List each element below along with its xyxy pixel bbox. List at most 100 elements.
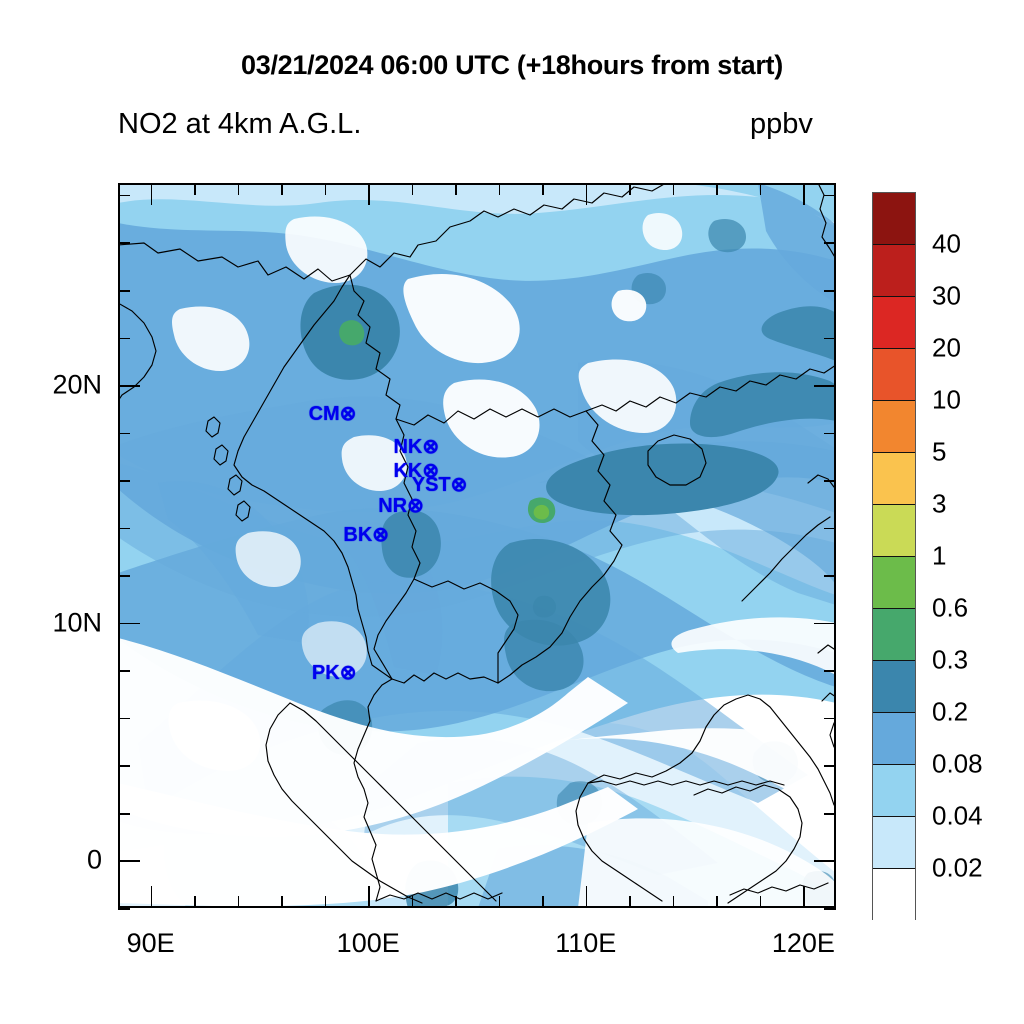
y-tick-right-0 [814,860,836,863]
map-plot-area[interactable]: WRF-Chem_NCAR_YSU [118,183,836,908]
colorbar-band-<0.02 [873,869,915,921]
colorbar-band-0.02-0.04 [873,817,915,869]
y-tick-28 [118,194,130,197]
colorbar-band-20-30 [873,297,915,349]
x-tick-bottom-114 [672,896,675,908]
colorbar-tick-label-30: 30 [932,280,961,311]
x-tick-112 [629,183,631,195]
coastline-and-borders [120,185,834,904]
station-marker-nr[interactable]: NR⊗ [378,496,424,516]
station-marker-bk[interactable]: BK⊗ [343,525,389,545]
x-tick-118 [759,183,762,195]
y-tick-22 [118,337,130,340]
y-tick-right-2 [824,812,836,815]
colorbar-band-40+ [873,193,915,245]
colorbar-tick-label-0.08: 0.08 [932,748,983,779]
page-title: 03/21/2024 06:00 UTC (+18hours from star… [241,50,783,80]
station-label-yst: YST⊗ [411,473,468,496]
y-tick-right-22 [824,337,836,340]
x-tick-bottom-102 [411,896,414,908]
x-tick-92 [194,183,196,195]
colorbar-tick-label-0.02: 0.02 [932,852,983,883]
x-tick-104 [455,183,457,195]
colorbar-tick-label-5: 5 [932,436,947,467]
y-tick-4 [118,765,130,767]
x-tick-bottom-96 [281,896,283,908]
x-tick-106 [498,183,501,195]
y-tick-8 [118,670,130,672]
y-tick-right-24 [824,289,836,292]
colorbar-band-0.04-0.08 [873,765,915,817]
x-axis-label-100E: 100E [336,928,400,958]
x-tick-114 [672,183,675,195]
x-tick-bottom-118 [759,896,762,908]
station-label-nr: NR⊗ [378,495,424,518]
colorbar-band-0.2-0.3 [873,661,915,713]
colorbar-band-0.6-1 [873,557,915,609]
colorbar-tick-label-20: 20 [932,332,961,363]
y-tick-12 [118,575,130,577]
x-tick-bottom-110 [585,886,588,908]
x-tick-116 [716,183,718,195]
units-label: ppbv [750,108,813,140]
x-tick-bottom-106 [498,896,501,908]
x-tick-98 [324,183,327,195]
colorbar-tick-label-3: 3 [932,488,947,519]
y-tick-right-28 [824,194,836,197]
x-tick-102 [411,183,414,195]
colorbar-band-5-10 [873,401,915,453]
colorbar[interactable] [872,192,916,921]
y-tick-right-26 [824,242,836,245]
y-axis-label-0: 0 [86,844,102,875]
y-tick-right--2 [824,908,836,910]
x-tick-108 [542,183,544,195]
y-tick-24 [118,289,130,292]
x-tick-bottom-104 [455,896,457,908]
station-label-bk: BK⊗ [343,523,390,546]
y-tick--2 [118,908,130,910]
station-label-nk: NK⊗ [393,435,440,458]
colorbar-band-0.08-0.2 [873,713,915,765]
station-marker-kk[interactable]: KK⊗ [393,461,439,481]
colorbar-tick-label-1: 1 [932,540,947,571]
x-tick-bottom-116 [716,896,718,908]
y-tick-right-10 [814,622,836,625]
y-tick-18 [118,432,130,435]
colorbar-tick-label-0.04: 0.04 [932,800,983,831]
y-tick-0 [118,860,140,863]
station-marker-yst[interactable]: YST⊗ [412,475,468,495]
x-tick-bottom-90 [150,886,153,908]
station-marker-cm[interactable]: CM⊗ [309,404,357,424]
y-tick-26 [118,242,130,245]
x-tick-bottom-100 [368,886,370,908]
colorbar-band-30-40 [873,245,915,297]
x-tick-90 [150,183,153,205]
x-tick-120 [803,183,805,205]
station-marker-pk[interactable]: PK⊗ [312,663,357,683]
y-tick-20 [118,385,140,387]
station-label-kk: KK⊗ [393,459,440,482]
y-tick-14 [118,527,130,530]
x-tick-bottom-120 [803,886,805,908]
x-tick-bottom-112 [629,896,631,908]
colorbar-band-10-20 [873,349,915,401]
no2-concentration-field [120,185,834,906]
x-tick-bottom-98 [324,896,327,908]
x-axis-label-90E: 90E [126,928,175,958]
y-tick-right-18 [824,432,836,435]
x-tick-94 [237,183,240,195]
colorbar-band-0.3-0.6 [873,609,915,661]
station-marker-nk[interactable]: NK⊗ [393,437,439,457]
station-label-pk: PK⊗ [311,661,357,684]
x-tick-100 [368,183,370,205]
y-tick-10 [118,622,140,625]
y-axis-label-20N: 20N [52,369,102,400]
y-tick-right-8 [824,670,836,672]
x-tick-110 [585,183,588,205]
y-tick-right-12 [824,575,836,577]
y-tick-right-16 [824,480,836,482]
colorbar-band-3-5 [873,453,915,505]
y-tick-2 [118,812,130,815]
station-label-cm: CM⊗ [308,402,357,425]
